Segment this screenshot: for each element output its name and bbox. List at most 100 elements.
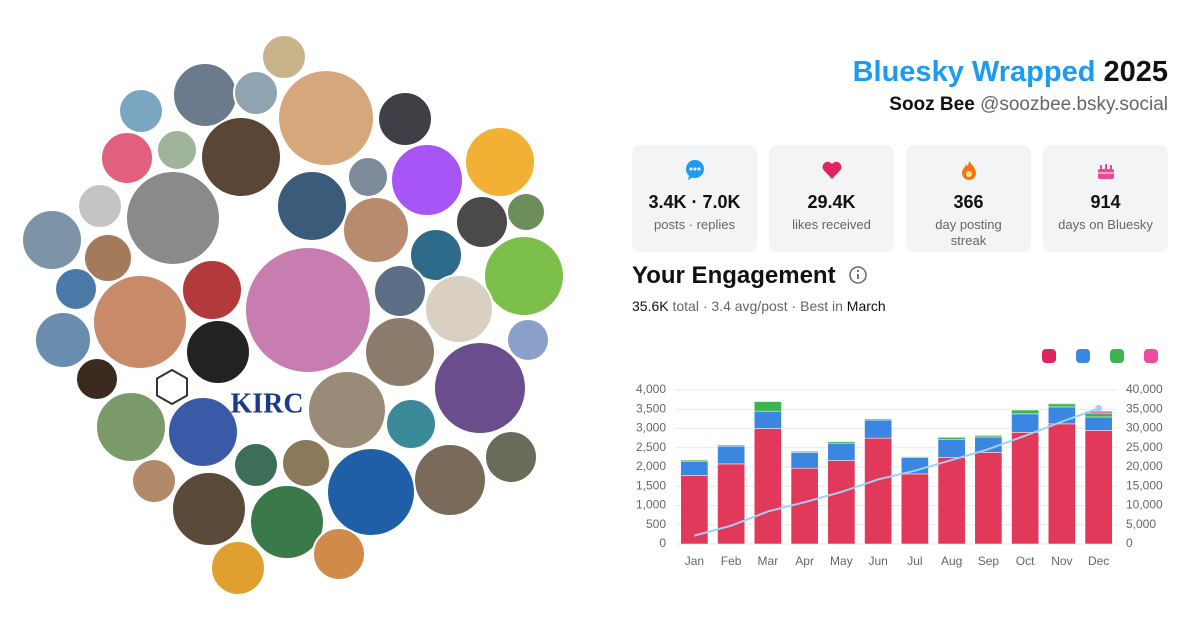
avatar xyxy=(181,259,243,321)
bar-segment xyxy=(717,444,745,447)
summary-text: total · 3.4 avg/post · Best in xyxy=(672,298,843,314)
summary: 35.6K total · 3.4 avg/post · Best in Mar… xyxy=(632,298,886,314)
avatar-placeholder xyxy=(156,368,188,406)
stat-card: 3.4K · 7.0K posts · replies xyxy=(632,145,757,252)
avatar xyxy=(125,170,221,266)
avatar xyxy=(171,471,247,547)
x-tick-label: Dec xyxy=(1088,554,1109,568)
avatar xyxy=(244,246,372,374)
info-icon[interactable] xyxy=(848,265,868,285)
x-tick-label: Jan xyxy=(685,554,704,568)
avatar xyxy=(377,91,433,147)
stat-label: day posting streak xyxy=(935,217,1002,248)
bar-segment xyxy=(974,452,1003,545)
bar-segment xyxy=(974,435,1003,438)
avatar xyxy=(277,69,375,167)
stat-value: 366 xyxy=(953,192,984,212)
avatar xyxy=(249,484,325,560)
y-tick-label: 0 xyxy=(659,536,666,550)
title-year: 2025 xyxy=(1103,56,1168,88)
user-handle[interactable]: @soozbee.bsky.social xyxy=(980,94,1168,115)
icon xyxy=(1097,164,1114,179)
title: Bluesky Wrapped 2025 xyxy=(853,56,1168,89)
stat-label: posts · replies xyxy=(654,217,735,232)
y2-tick-label: 35,000 xyxy=(1126,401,1163,415)
bar-segment xyxy=(717,445,745,465)
avatar xyxy=(233,442,279,488)
bar-segment xyxy=(937,439,966,458)
x-tick-label: Apr xyxy=(795,554,814,568)
x-tick-label: Jun xyxy=(868,554,887,568)
bar-segment xyxy=(1084,430,1113,545)
legend-icon xyxy=(1042,349,1056,363)
avatar xyxy=(433,341,527,435)
avatar xyxy=(364,316,436,388)
y2-tick-label: 25,000 xyxy=(1126,440,1163,454)
avatar xyxy=(483,235,565,317)
bar-segment xyxy=(754,428,782,545)
bar-segment xyxy=(1011,409,1039,415)
icon xyxy=(822,161,841,179)
avatar xyxy=(167,396,239,468)
title-brand: Bluesky Wrapped xyxy=(852,56,1096,88)
bar-segment xyxy=(864,419,892,439)
avatar xyxy=(75,357,119,401)
avatar xyxy=(200,116,282,198)
stat-label: days on Bluesky xyxy=(1058,217,1153,232)
bar-segment xyxy=(827,460,856,545)
x-tick-label: May xyxy=(830,554,853,568)
bar-segment xyxy=(754,401,782,412)
avatar xyxy=(83,233,133,283)
stat-value: 3.4K · 7.0K xyxy=(648,192,741,212)
avatar xyxy=(77,183,123,229)
avatar xyxy=(92,274,188,370)
bar-segment xyxy=(1084,416,1113,431)
bar-segment xyxy=(937,437,966,440)
stat-value: 914 xyxy=(1090,192,1121,212)
user-name: Sooz Bee xyxy=(889,94,975,115)
bar-segment xyxy=(1011,413,1039,433)
avatar xyxy=(347,156,389,198)
avatar xyxy=(100,131,154,185)
x-tick-label: Mar xyxy=(758,554,779,568)
icon xyxy=(685,160,704,180)
avatar xyxy=(409,228,463,282)
avatar xyxy=(21,209,83,271)
bar-segment xyxy=(1048,403,1076,408)
avatar xyxy=(172,62,238,128)
x-tick-label: Feb xyxy=(721,554,742,568)
summary-total: 35.6K xyxy=(632,298,669,314)
stat-value: 29.4K xyxy=(807,192,856,212)
y2-tick-label: 0 xyxy=(1126,536,1133,550)
avatar xyxy=(34,311,92,369)
y-tick-label: 2,000 xyxy=(636,459,666,473)
avatar-text: KIRC xyxy=(230,388,303,419)
y-tick-label: 2,500 xyxy=(636,440,666,454)
bar-segment xyxy=(1084,412,1113,418)
stat-card: 914 days on Bluesky xyxy=(1043,145,1168,252)
avatar xyxy=(326,447,416,537)
legend-icon xyxy=(1144,349,1158,363)
bar-segment xyxy=(864,437,892,545)
legend-icon xyxy=(1076,349,1090,363)
y-tick-label: 4,000 xyxy=(636,382,666,396)
y-tick-label: 1,000 xyxy=(636,498,666,512)
avatar xyxy=(385,398,437,450)
section-title: Your Engagement xyxy=(632,262,868,290)
bar-segment xyxy=(790,467,819,545)
y2-tick-label: 40,000 xyxy=(1126,382,1163,396)
x-tick-label: Jul xyxy=(907,554,922,568)
avatar xyxy=(156,129,198,171)
bar-segment xyxy=(680,459,709,462)
y2-tick-label: 10,000 xyxy=(1126,498,1163,512)
avatar xyxy=(484,430,538,484)
x-tick-label: Aug xyxy=(941,554,962,568)
x-tick-label: Oct xyxy=(1016,554,1035,568)
section-title-text: Your Engagement xyxy=(632,262,836,289)
legend-icon xyxy=(1110,349,1124,363)
avatar xyxy=(131,458,177,504)
y-tick-label: 500 xyxy=(646,517,666,531)
avatar xyxy=(233,70,279,116)
